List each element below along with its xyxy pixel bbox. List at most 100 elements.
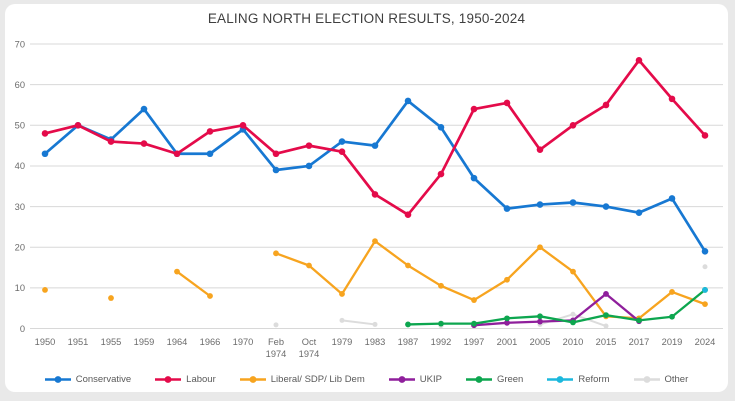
x-tick-label: 1970 <box>233 337 254 347</box>
series-line <box>175 270 212 298</box>
data-point <box>537 244 543 251</box>
chart-card: EALING NORTH ELECTION RESULTS, 1950-2024… <box>5 4 728 392</box>
data-point <box>504 319 510 326</box>
data-point <box>603 323 609 329</box>
data-point <box>339 317 345 323</box>
series-conservative <box>41 97 709 255</box>
data-point <box>603 312 609 318</box>
x-tick-label: 2001 <box>497 337 518 347</box>
x-tick-label: 1983 <box>365 337 386 347</box>
data-point <box>174 268 180 275</box>
x-tick-label: 1997 <box>464 337 485 347</box>
data-point <box>306 262 312 269</box>
series-line <box>341 319 376 326</box>
data-point <box>437 170 445 178</box>
y-tick-label: 70 <box>15 39 25 49</box>
data-point <box>206 150 214 158</box>
data-point <box>371 191 379 198</box>
data-point <box>701 247 709 255</box>
legend-marker-reform-icon <box>547 376 574 383</box>
y-tick-label: 50 <box>15 121 25 131</box>
legend-item-liberal-sdp-lib-dem: Liberal/ SDP/ Lib Dem <box>239 374 365 385</box>
y-tick-label: 20 <box>15 243 25 253</box>
data-point <box>404 211 412 219</box>
legend-label: Liberal/ SDP/ Lib Dem <box>270 374 365 385</box>
x-tick-label: 1992 <box>431 337 452 347</box>
data-point <box>140 140 148 147</box>
x-tick-label: 2024 <box>695 337 716 347</box>
data-point <box>108 295 114 301</box>
data-point <box>338 148 346 156</box>
data-point <box>339 291 345 297</box>
x-tick-label: 1964 <box>167 337 188 347</box>
data-point <box>273 250 279 257</box>
chart-title: EALING NORTH ELECTION RESULTS, 1950-2024 <box>207 11 526 26</box>
x-tick-label: 1966 <box>200 337 221 347</box>
series-line <box>406 288 707 326</box>
legend-label: Reform <box>578 374 610 385</box>
x-axis-tick-labels: 1950 1951 1955 1959 1964 1966 1970 Feb 1974 Oct 19… <box>35 337 716 359</box>
data-point <box>570 311 576 317</box>
legend-marker-liberal-sdp-lib-dem-icon <box>239 376 266 383</box>
legend-item-reform: Reform <box>547 374 610 385</box>
series-ukip <box>471 291 642 329</box>
data-point <box>206 128 214 135</box>
data-point <box>239 122 247 129</box>
data-point <box>471 320 477 327</box>
data-point <box>74 122 82 129</box>
x-tick-label: 1959 <box>134 337 155 347</box>
data-point <box>272 166 280 174</box>
data-point <box>140 105 148 113</box>
legend-label: UKIP <box>419 374 442 385</box>
data-point <box>701 132 709 139</box>
data-point <box>602 203 610 210</box>
data-point <box>702 286 708 293</box>
data-point <box>471 297 477 303</box>
data-point <box>669 289 675 295</box>
data-point <box>305 142 313 149</box>
series-line <box>472 292 641 327</box>
data-point <box>41 150 49 158</box>
data-point <box>371 142 379 149</box>
data-point <box>537 313 543 320</box>
data-point <box>536 146 544 153</box>
data-point <box>635 209 643 216</box>
legend-marker-ukip-icon <box>388 376 415 383</box>
legend-label: Other <box>664 374 689 385</box>
x-tick-label: 1987 <box>398 337 419 347</box>
x-tick-label: Feb 1974 <box>266 337 287 359</box>
legend-item-ukip: UKIP <box>388 374 442 385</box>
legend-item-green: Green <box>465 374 523 385</box>
data-point <box>668 195 676 202</box>
x-tick-label: Oct 1974 <box>299 337 320 359</box>
x-tick-label: 1951 <box>68 337 89 347</box>
data-point <box>470 105 478 113</box>
data-point <box>668 95 676 103</box>
data-point <box>470 174 478 182</box>
data-point <box>503 99 511 107</box>
legend-item-labour: Labour <box>155 374 216 385</box>
data-point <box>372 321 378 327</box>
x-tick-label: 1950 <box>35 337 56 347</box>
data-point <box>702 264 708 270</box>
data-point <box>570 319 576 326</box>
data-point <box>537 318 543 325</box>
data-point <box>504 276 510 283</box>
data-point <box>702 301 708 308</box>
data-point <box>107 138 115 145</box>
data-point <box>305 162 313 170</box>
data-point <box>438 320 444 327</box>
y-tick-label: 40 <box>15 161 25 171</box>
data-point <box>42 286 48 293</box>
data-point <box>635 56 643 64</box>
data-point <box>503 205 511 212</box>
data-point <box>405 321 411 328</box>
x-tick-label: 2010 <box>563 337 584 347</box>
y-tick-label: 10 <box>15 283 25 293</box>
legend-item-other: Other <box>633 374 689 385</box>
chart-legend: Conservative Labour Liberal/ SDP/ Lib Dem U… <box>5 374 728 385</box>
data-point <box>504 315 510 322</box>
data-point <box>338 138 346 145</box>
